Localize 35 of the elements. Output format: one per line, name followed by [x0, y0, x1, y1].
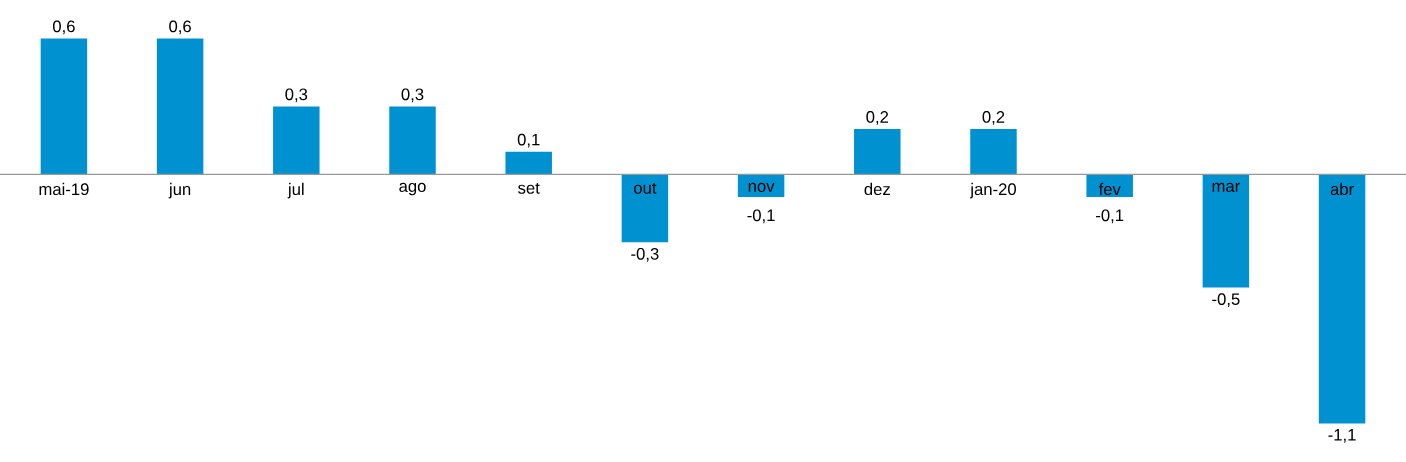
x-tick-label: fev: [1098, 182, 1121, 196]
data-label: -1,1: [1328, 429, 1356, 443]
x-tick-label: out: [634, 182, 657, 194]
x-tick-label: jul: [287, 182, 304, 199]
x-tick-label: dez: [864, 182, 890, 196]
data-label: -0,1: [1096, 209, 1124, 224]
x-tick-label: mar: [1212, 182, 1240, 193]
bar: [621, 174, 669, 243]
x-tick-label: jun: [168, 182, 191, 199]
data-label: 0,1: [517, 133, 540, 148]
x-tick-label: set: [518, 182, 540, 194]
bar: [156, 38, 204, 175]
x-tick-label: nov: [748, 182, 775, 193]
bar: [1086, 174, 1133, 198]
data-label: -0,1: [747, 209, 775, 224]
bar: [1202, 174, 1250, 288]
data-label: 0,3: [401, 88, 424, 103]
x-tick-label: jan-20: [969, 182, 1016, 199]
bar: [1318, 174, 1366, 424]
bar: [854, 129, 901, 175]
bar: [273, 106, 320, 175]
x-tick-label: mai-19: [39, 182, 89, 196]
bar: [40, 38, 88, 175]
bar: [389, 106, 436, 175]
data-label: 0,2: [982, 111, 1005, 125]
bar: [505, 151, 552, 175]
x-tick-label: ago: [399, 182, 426, 196]
data-label: 0,2: [866, 111, 889, 125]
bar: [970, 129, 1017, 175]
data-label: 0,6: [169, 20, 191, 35]
data-label: -0,5: [1212, 293, 1240, 307]
x-tick-label: abr: [1330, 182, 1354, 196]
data-label: -0,3: [631, 247, 659, 262]
data-label: 0,3: [285, 88, 308, 103]
data-label: 0,6: [52, 20, 75, 35]
